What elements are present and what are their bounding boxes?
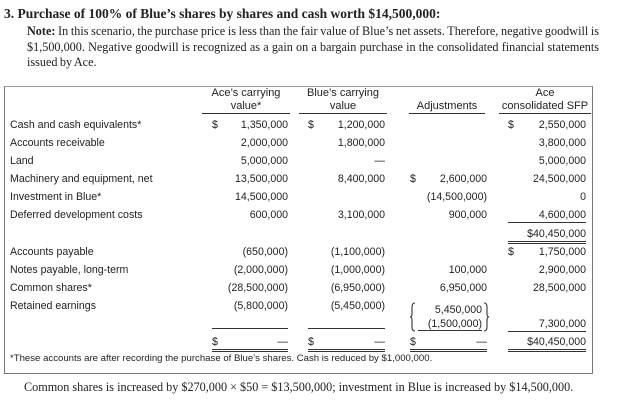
cell-value: 2,550,000 (538, 119, 586, 131)
note-text: In this scenario, the purchase price is … (27, 24, 599, 69)
cell-value: — (476, 336, 487, 348)
row-label: Common shares* (10, 282, 92, 294)
cell-value: 1,750,000 (538, 246, 586, 258)
row-label: Deferred development costs (10, 209, 143, 221)
cell-value: 1,200,000 (337, 119, 385, 131)
retained-adjustment-2: (1,500,000) (418, 317, 482, 331)
subtotal-line (308, 328, 385, 329)
table-cell: 4,600,000 (508, 208, 586, 223)
subtotal-line (212, 328, 288, 329)
table-cell: (5,450,000) (330, 300, 385, 312)
header-line: Adjustments (409, 100, 485, 114)
table-cell: 14,500,000 (234, 191, 288, 203)
dollar-sign: $ (212, 336, 218, 348)
row-label: Machinery and equipment, net (10, 173, 153, 185)
header-blue-carrying: Blue’s carrying value (299, 87, 387, 114)
table-cell: $ — (308, 335, 385, 352)
dollar-sign: $ (212, 119, 218, 131)
table-cell: 3,800,000 (538, 137, 586, 149)
section-title: 3. Purchase of 100% of Blue’s shares by … (4, 6, 441, 21)
table-cell: (650,000) (242, 246, 288, 258)
header-line: Blue’s carrying (307, 87, 379, 99)
row-label: Cash and cash equivalents* (10, 119, 142, 131)
note-paragraph: Note: In this scenario, the purchase pri… (27, 24, 599, 71)
note-label: Note: (27, 24, 56, 38)
row-label: Notes payable, long-term (10, 264, 129, 276)
row-label: Retained earnings (10, 300, 96, 312)
table-cell: — (374, 155, 385, 167)
dollar-sign: $ (308, 336, 314, 348)
table-cell: 3,100,000 (337, 209, 385, 221)
table-cell: 900,000 (448, 209, 487, 221)
table-cell: 6,950,000 (439, 282, 487, 294)
table-cell: $2,600,000 (410, 172, 487, 186)
table-cell: 24,500,000 (532, 173, 586, 185)
table-cell: 5,000,000 (538, 155, 586, 167)
table-cell: 13,500,000 (234, 173, 288, 185)
header-adjustments: Adjustments (409, 100, 485, 114)
table-cell: (1,100,000) (330, 246, 385, 258)
consolidation-table: Ace’s carrying value* Blue’s carrying valu… (4, 86, 593, 374)
table-cell: (6,950,000) (330, 282, 385, 294)
table-cell: $ — (212, 335, 288, 352)
row-label: Land (10, 155, 34, 167)
cell-value: — (374, 336, 385, 348)
table-cell: 8,400,000 (337, 173, 385, 185)
header-line: value (299, 100, 387, 114)
table-cell: $40,450,000 (508, 227, 586, 244)
table-cell: 2,900,000 (538, 264, 586, 276)
table-cell: $1,750,000 (508, 245, 586, 259)
table-cell: (1,000,000) (330, 264, 385, 276)
table-cell: 0 (580, 191, 586, 203)
header-line: Ace’s carrying (211, 87, 281, 99)
table-cell: $1,200,000 (308, 118, 385, 132)
table-cell: 5,000,000 (240, 155, 288, 167)
table-cell: (2,000,000) (233, 264, 288, 276)
table-cell: 100,000 (448, 264, 487, 276)
dollar-sign: $ (508, 119, 514, 131)
table-cell: 1,800,000 (337, 137, 385, 149)
dollar-sign: $ (508, 246, 514, 258)
row-label: Accounts receivable (10, 137, 105, 149)
table-cell: 7,300,000 (508, 317, 586, 332)
header-line: Ace (535, 87, 555, 99)
table-cell: $2,550,000 (508, 118, 586, 132)
table-cell: (5,800,000) (233, 300, 288, 312)
right-brace-icon (483, 302, 490, 332)
header-line: consolidated SFP (499, 100, 591, 114)
dollar-sign: $ (410, 336, 416, 348)
table-cell: (14,500,000) (426, 191, 487, 203)
cell-value: 2,600,000 (439, 173, 487, 185)
table-cell: $40,450,000 (508, 335, 586, 352)
bottom-note: Common shares is increased by $270,000 ×… (24, 380, 574, 394)
header-ace-carrying: Ace’s carrying value* (202, 87, 290, 114)
header-line: value* (202, 100, 290, 114)
table-cell: 28,500,000 (532, 282, 586, 294)
table-footnote: *These accounts are after recording the … (10, 353, 433, 364)
cell-value: — (277, 336, 288, 348)
dollar-sign: $ (410, 173, 416, 185)
row-label: Investment in Blue* (10, 191, 102, 203)
cell-value: 1,350,000 (240, 119, 288, 131)
retained-adjustment-1: 5,450,000 (434, 304, 482, 316)
table-cell: 2,000,000 (240, 137, 288, 149)
table-cell: $ — (410, 335, 487, 352)
table-cell: 600,000 (249, 209, 288, 221)
dollar-sign: $ (308, 119, 314, 131)
table-cell: (28,500,000) (227, 282, 288, 294)
header-ace-consolidated: Ace consolidated SFP (499, 87, 591, 114)
left-brace-icon (409, 302, 416, 332)
table-cell: $1,350,000 (212, 118, 288, 132)
row-label: Accounts payable (10, 246, 94, 258)
